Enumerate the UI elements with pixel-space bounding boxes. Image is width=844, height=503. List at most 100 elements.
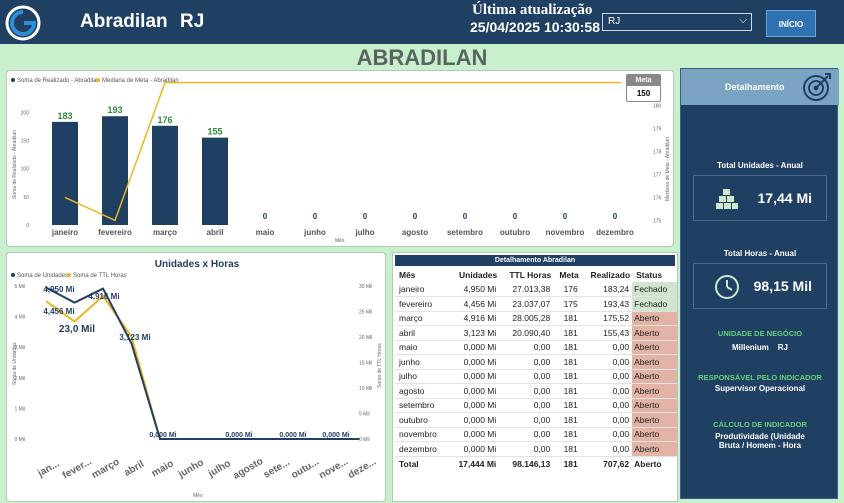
table-row[interactable]: setembro 0,000 Mi 0,00 181 0,00 Aberto	[395, 398, 677, 413]
table-cell: 0,000 Mi	[447, 412, 500, 428]
bar-y2-tick: 177	[653, 172, 662, 178]
table-cell: 181	[553, 383, 581, 399]
table-cell: 0,00	[580, 412, 633, 428]
table-cell: 181	[553, 441, 581, 457]
line-y2-tick: 20 Mil	[359, 335, 372, 341]
bar-abril[interactable]	[202, 137, 228, 225]
legend-dot-horas	[67, 273, 71, 277]
table-cell: 175,52	[580, 311, 633, 326]
table-row[interactable]: abril 3,123 Mi 20.090,40 181 155,43 Aberto	[395, 325, 677, 341]
bar-data-label: 0	[463, 212, 468, 221]
table-cell: 0,00	[580, 340, 633, 355]
table-row[interactable]: novembro 0,000 Mi 0,00 181 0,00 Aberto	[395, 427, 677, 442]
table-cell: 0,00	[580, 354, 633, 370]
bar-janeiro[interactable]	[52, 121, 78, 225]
side-header-title: Detalhamento	[725, 82, 785, 92]
table-cell: 176	[553, 282, 581, 297]
table-row[interactable]: agosto 0,000 Mi 0,00 181 0,00 Aberto	[395, 383, 677, 399]
bar-y2-tick: 178	[653, 150, 662, 156]
line-x-tick: fever...	[61, 456, 94, 481]
bar-x-axis-label: Mês	[335, 238, 345, 244]
table-cell: 3,123 Mi	[447, 325, 500, 341]
calc-title: CÁLCULO DE INDICADOR	[713, 420, 807, 429]
table-cell: outubro	[395, 412, 448, 428]
bar-fevereiro[interactable]	[102, 116, 128, 225]
bar-y2-axis-label: Mediana de Meta - Abradilan	[665, 137, 671, 201]
line-x-axis-label: Mês	[193, 493, 203, 499]
table-row[interactable]: maio 0,000 Mi 0,00 181 0,00 Aberto	[395, 340, 677, 355]
detail-side-panel: Detalhamento Total Unidades - Anual 17,4…	[680, 68, 839, 499]
table-cell: março	[395, 311, 448, 326]
table-cell: 0,00	[580, 398, 633, 413]
col-header-meta[interactable]: Meta	[559, 270, 579, 280]
table-row[interactable]: dezembro 0,000 Mi 0,00 181 0,00 Aberto	[395, 441, 677, 457]
line-chart-title: Unidades x Horas	[155, 259, 240, 270]
col-header-mes[interactable]: Mês	[399, 270, 416, 280]
bar-data-label: 0	[313, 212, 318, 221]
bar-x-tick: março	[153, 228, 177, 237]
line-chart-panel: Unidades x Horas Soma de Unidades Soma d…	[6, 252, 386, 502]
table-cell: 181	[553, 354, 581, 370]
col-header-status[interactable]: Status	[636, 270, 663, 280]
line-y2-tick: 5 Mil	[359, 412, 370, 418]
col-header-realizado[interactable]: Realizado	[590, 270, 631, 280]
table-row[interactable]: junho 0,000 Mi 0,00 181 0,00 Aberto	[395, 354, 677, 370]
bar-x-tick: julho	[354, 228, 374, 237]
bar-x-tick: fevereiro	[98, 228, 132, 237]
page-title: ABRADILAN	[356, 45, 488, 70]
total-hours-title: Total Horas - Anual	[723, 249, 797, 258]
table-row[interactable]: janeiro 4,950 Mi 27.013,38 176 183,24 Fechado	[395, 282, 677, 297]
table-cell: 181	[553, 427, 581, 442]
table-cell: 181	[553, 369, 581, 384]
table-cell: 0,000 Mi	[447, 369, 500, 384]
start-button[interactable]: INÍCIO	[766, 10, 816, 37]
legend-dot-meta	[96, 78, 100, 82]
horas-line	[45, 294, 360, 440]
col-header-unidades[interactable]: Unidades	[459, 270, 498, 280]
bar-x-tick: outubro	[500, 228, 530, 237]
line-y-tick: 1 Mil	[14, 406, 25, 412]
table-cell: 181	[553, 398, 581, 413]
bar-data-label: 183	[57, 111, 72, 121]
bar-março[interactable]	[152, 125, 178, 225]
bar-y2-tick: 179	[653, 127, 662, 133]
line-x-tick: nove...	[317, 456, 350, 481]
table-total-row[interactable]: Total 17,444 Mi 98.146,13 181 707,62 Aberto	[395, 455, 677, 472]
table-cell: 27.013,38	[499, 282, 554, 297]
bar-x-tick: janeiro	[51, 228, 78, 237]
table-cell: 17,444 Mi	[447, 455, 500, 472]
table-cell: 155,43	[580, 325, 633, 341]
table-cell: 175	[553, 296, 581, 312]
table-row[interactable]: fevereiro 4,456 Mi 23.037,07 175 193,43 Fecha…	[395, 296, 677, 312]
table-cell: 0,00	[499, 441, 554, 457]
business-unit-title: UNIDADE DE NEGÓCIO	[717, 329, 803, 338]
table-cell: maio	[395, 340, 448, 355]
table-cell: 0,00	[580, 427, 633, 442]
table-cell: 0,00	[499, 383, 554, 399]
meta-card-label: Meta	[627, 75, 660, 86]
table-cell: janeiro	[395, 282, 448, 297]
bar-data-label: 155	[207, 127, 222, 137]
state-select[interactable]: RJ ⌵	[602, 13, 752, 31]
table-row[interactable]: julho 0,000 Mi 0,00 181 0,00 Aberto	[395, 369, 677, 384]
legend-dot-unidades	[11, 273, 15, 277]
line-y2-tick: 25 Mil	[359, 310, 372, 316]
line-y2-tick: 30 Mil	[359, 284, 372, 290]
table-row[interactable]: março 4,916 Mi 28.005,28 181 175,52 Aberto	[395, 311, 677, 326]
legend-horas: Soma de TTL Horas	[73, 273, 127, 279]
col-header-ttl-horas[interactable]: TTL Horas	[509, 270, 552, 280]
legend-dot-realizado	[11, 78, 15, 82]
table-row[interactable]: outubro 0,000 Mi 0,00 181 0,00 Aberto	[395, 412, 677, 428]
table-cell: Aberto	[632, 455, 677, 472]
table-cell: 0,000 Mi	[447, 383, 500, 399]
line-y-axis-label: Soma de Unidades	[12, 342, 18, 385]
line-y2-tick: 15 Mil	[359, 361, 372, 367]
table-cell: 0,000 Mi	[447, 427, 500, 442]
bar-x-tick: setembro	[447, 228, 483, 237]
table-cell: 4,950 Mi	[447, 282, 500, 297]
total-hours-value: 98,15 Mil	[753, 278, 812, 294]
table-cell: Aberto	[632, 441, 677, 457]
bar-x-tick: dezembro	[596, 228, 634, 237]
bar-x-tick: maio	[256, 228, 275, 237]
table-cell: 181	[553, 455, 581, 472]
